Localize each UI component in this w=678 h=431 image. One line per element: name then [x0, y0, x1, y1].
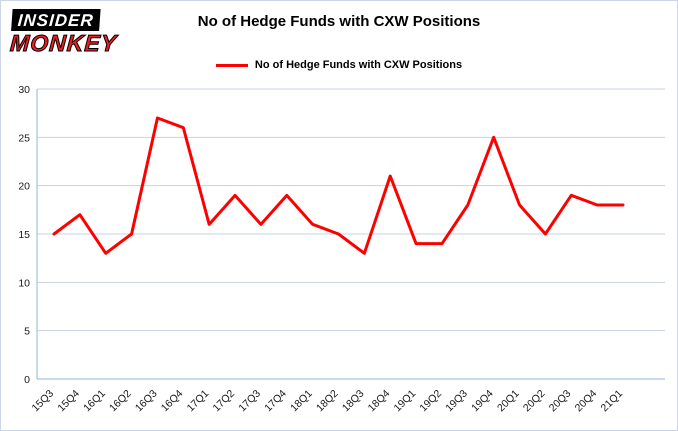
x-axis-label: 17Q3 — [236, 388, 263, 415]
y-axis-label: 30 — [18, 84, 30, 96]
x-axis-label: 16Q4 — [159, 388, 186, 415]
x-axis-label: 16Q2 — [107, 388, 134, 415]
x-axis-label: 18Q3 — [340, 388, 367, 415]
x-axis-label: 18Q2 — [314, 388, 341, 415]
x-axis-label: 15Q4 — [55, 388, 82, 415]
x-axis-label: 20Q4 — [573, 388, 600, 415]
x-axis-label: 17Q2 — [211, 388, 238, 415]
x-axis-label: 16Q1 — [81, 388, 108, 415]
chart-title: No of Hedge Funds with CXW Positions — [197, 13, 481, 30]
y-axis-label: 15 — [18, 229, 30, 241]
x-axis-label: 18Q1 — [288, 388, 315, 415]
y-axis-label: 5 — [24, 326, 30, 338]
x-axis-label: 15Q3 — [29, 388, 56, 415]
y-axis-label: 0 — [24, 374, 30, 386]
x-axis-label: 18Q4 — [366, 388, 393, 415]
x-axis-label: 20Q3 — [547, 388, 574, 415]
y-axis-label: 10 — [18, 277, 30, 289]
y-axis-label: 20 — [18, 181, 30, 193]
x-axis-label: 21Q1 — [598, 388, 625, 415]
x-axis-label: 17Q1 — [185, 388, 212, 415]
x-axis-label: 17Q4 — [262, 388, 289, 415]
y-axis-label: 25 — [18, 132, 30, 144]
x-axis-label: 19Q1 — [392, 388, 419, 415]
x-axis-label: 19Q4 — [469, 388, 496, 415]
legend-label: No of Hedge Funds with CXW Positions — [254, 59, 463, 71]
x-axis-label: 19Q2 — [417, 388, 444, 415]
x-axis-label: 20Q2 — [521, 388, 548, 415]
x-axis-label: 16Q3 — [133, 388, 160, 415]
x-axis-label: 19Q3 — [443, 388, 470, 415]
x-axis-label: 20Q1 — [495, 388, 522, 415]
chart-legend: No of Hedge Funds with CXW Positions — [1, 59, 677, 71]
legend-line-swatch — [215, 63, 248, 67]
series-line — [52, 116, 625, 255]
